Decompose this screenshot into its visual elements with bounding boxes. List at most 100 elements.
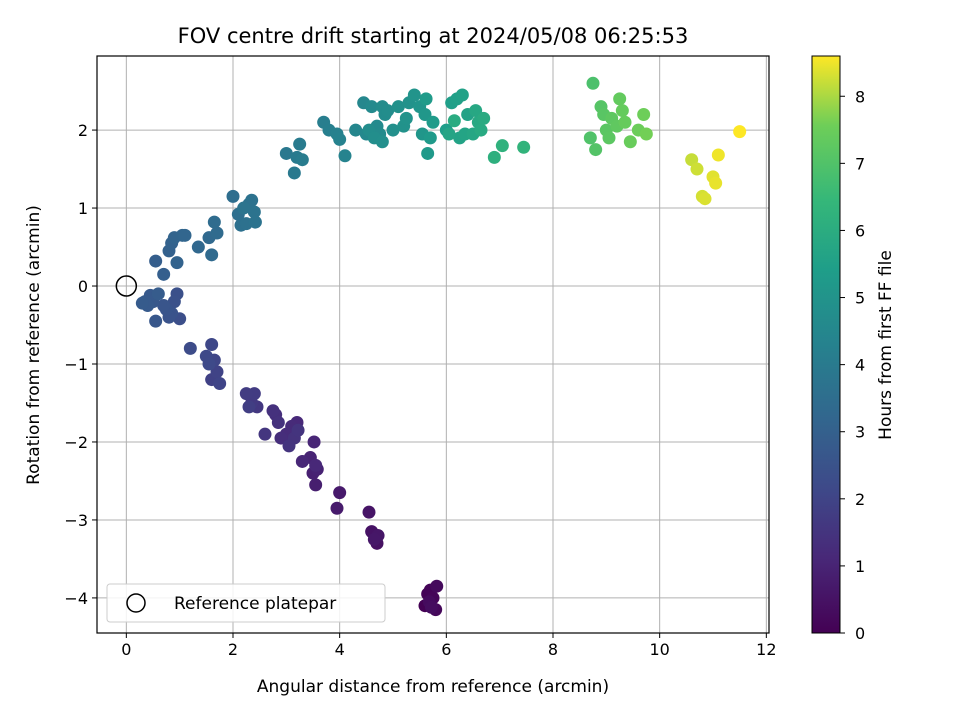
data-point (210, 365, 224, 379)
data-point (375, 135, 389, 149)
colorbar-tick-label: 0 (855, 624, 865, 643)
y-tick-label: −4 (64, 589, 88, 608)
data-point (477, 111, 491, 125)
data-point (245, 193, 259, 207)
data-point (279, 146, 293, 160)
data-point (242, 400, 256, 414)
data-point (419, 92, 433, 106)
data-point (517, 140, 531, 154)
data-point (391, 100, 405, 114)
data-point (295, 153, 309, 167)
data-point (167, 295, 181, 309)
data-point (309, 478, 323, 492)
data-point (274, 431, 288, 445)
data-point (469, 104, 483, 118)
data-point (247, 205, 261, 219)
colorbar-tick-label: 6 (855, 221, 865, 240)
x-tick-label: 12 (756, 640, 776, 659)
data-point (135, 296, 149, 310)
data-point (183, 341, 197, 355)
data-point (258, 427, 272, 441)
y-tick-label: −3 (64, 511, 88, 530)
data-point (495, 139, 509, 153)
x-tick-label: 10 (649, 640, 669, 659)
data-point (333, 486, 347, 500)
data-point (623, 135, 637, 149)
data-point (367, 532, 381, 546)
data-point (586, 76, 600, 90)
colorbar (811, 55, 841, 634)
data-point (157, 267, 171, 281)
data-point (282, 439, 296, 453)
legend-reference-marker (126, 593, 146, 613)
reference-marker (115, 275, 138, 297)
data-point (205, 248, 219, 262)
data-point (447, 114, 461, 128)
data-point (733, 125, 747, 139)
colorbar-label: Hours from first FF file (876, 250, 896, 440)
data-point (455, 88, 469, 102)
x-tick-label: 8 (548, 640, 558, 659)
data-point (487, 150, 501, 164)
y-axis-label: Rotation from reference (arcmin) (24, 205, 44, 485)
data-points (135, 76, 747, 617)
y-tick-label: −2 (64, 433, 88, 452)
data-point (191, 240, 205, 254)
colorbar-ticks: 0 1 2 3 4 5 6 7 8 (840, 87, 865, 643)
legend-reference-label: Reference platepar (174, 594, 336, 614)
data-point (474, 123, 488, 137)
x-tick-label: 6 (441, 640, 451, 659)
colorbar-tick-label: 7 (855, 154, 865, 173)
data-point (399, 111, 413, 125)
y-axis-ticks: −4 −3 −2 −1 0 1 2 (64, 121, 97, 608)
data-point (202, 357, 216, 371)
data-point (690, 162, 704, 176)
data-point (618, 115, 632, 129)
data-point (698, 192, 712, 206)
reference-point (115, 275, 138, 297)
data-point (293, 137, 307, 151)
x-tick-label: 0 (121, 640, 131, 659)
data-point (386, 123, 400, 137)
data-point (307, 435, 321, 449)
data-point (207, 215, 221, 229)
x-tick-label: 2 (228, 640, 238, 659)
data-point (424, 600, 438, 614)
data-point (615, 104, 629, 118)
data-point (287, 166, 301, 180)
colorbar-tick-label: 5 (855, 289, 865, 308)
data-point (333, 132, 347, 146)
data-point (442, 127, 456, 141)
data-point (421, 146, 435, 160)
x-tick-label: 4 (335, 640, 345, 659)
data-point (407, 88, 421, 102)
data-point (213, 376, 227, 390)
data-point (210, 226, 224, 240)
colorbar-tick-label: 2 (855, 490, 865, 509)
data-point (266, 404, 280, 418)
data-point (583, 131, 597, 145)
data-point (149, 314, 163, 328)
data-point (271, 415, 285, 429)
data-point (338, 149, 352, 163)
colorbar-tick-label: 3 (855, 423, 865, 442)
data-point (426, 115, 440, 129)
data-point (602, 131, 616, 145)
legend: Reference platepar (106, 583, 386, 623)
data-point (639, 127, 653, 141)
data-point (362, 505, 376, 519)
chart-title: FOV centre drift starting at 2024/05/08 … (178, 24, 689, 48)
data-point (248, 215, 262, 229)
data-point (711, 148, 725, 162)
data-point (157, 299, 171, 313)
colorbar-tick-label: 8 (855, 87, 865, 106)
data-point (309, 458, 323, 472)
colorbar-tick-label: 4 (855, 356, 865, 375)
x-axis-label: Angular distance from reference (arcmin) (257, 677, 609, 697)
x-axis-ticks: 0 2 4 6 8 10 12 (121, 633, 777, 659)
data-point (709, 176, 723, 190)
colorbar-tick-label: 1 (855, 557, 865, 576)
data-point (237, 201, 251, 215)
data-point (589, 143, 603, 157)
